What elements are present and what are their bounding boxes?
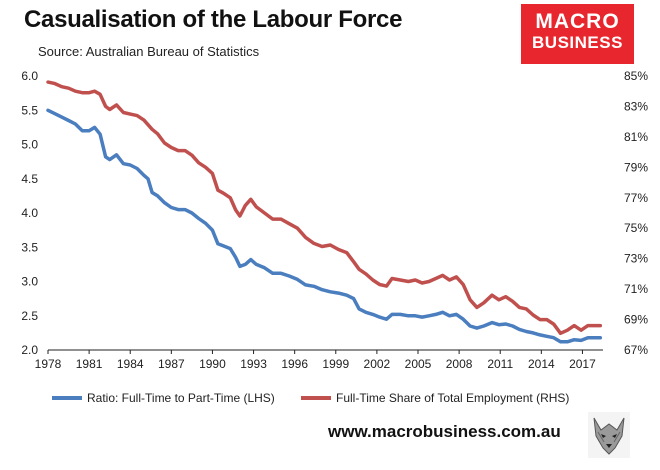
legend-label: Ratio: Full-Time to Part-Time (LHS) [87,391,275,405]
left-y-tick-label: 2.5 [21,309,38,323]
ratio-series-line [46,108,603,344]
right-y-tick-label: 75% [624,221,648,235]
x-tick-label: 2008 [446,357,473,371]
x-tick-label: 2014 [528,357,555,371]
logo-line-1: MACRO [535,10,620,33]
right-y-tick-label: 71% [624,282,648,296]
x-tick-label: 2017 [569,357,596,371]
chart-subtitle: Source: Australian Bureau of Statistics [38,44,260,59]
footer-url: www.macrobusiness.com.au [328,422,561,441]
wolf-logo-icon [588,412,630,458]
x-tick-label: 1981 [76,357,103,371]
right-y-tick-label: 69% [624,313,648,327]
left-y-tick-label: 4.5 [21,172,38,186]
right-y-tick-label: 83% [624,99,648,113]
macrobusiness-logo: MACRO BUSINESS [521,4,634,64]
left-y-tick-label: 5.5 [21,103,38,117]
chart-lines [46,80,603,344]
logo-line-2: BUSINESS [532,33,623,52]
right-y-tick-label: 85% [624,69,648,83]
x-tick-label: 1978 [35,357,62,371]
right-y-tick-label: 77% [624,191,648,205]
x-tick-label: 1993 [240,357,267,371]
x-tick-label: 2011 [487,357,513,371]
left-y-tick-label: 4.0 [21,206,38,220]
left-y-tick-label: 2.0 [21,343,38,357]
x-tick-label: 1996 [281,357,308,371]
right-y-tick-label: 67% [624,343,648,357]
left-y-tick-label: 3.0 [21,275,38,289]
right-y-tick-label: 81% [624,130,648,144]
x-tick-label: 1984 [117,357,144,371]
right-y-tick-label: 73% [624,252,648,266]
x-tick-label: 1999 [322,357,349,371]
left-y-tick-label: 3.5 [21,240,38,254]
left-y-tick-label: 5.0 [21,138,38,152]
legend-label: Full-Time Share of Total Employment (RHS… [336,391,569,405]
left-y-tick-label: 6.0 [21,69,38,83]
right-y-tick-label: 79% [624,160,648,174]
chart-legend: Ratio: Full-Time to Part-Time (LHS) Full-… [52,391,569,405]
x-tick-label: 1990 [199,357,226,371]
fulltime-share-series-line [46,80,603,336]
chart-title: Casualisation of the Labour Force [24,6,403,33]
x-tick-label: 2005 [405,357,432,371]
chart-axes: 1978 1981 1984 1987 1990 1993 1996 1999 2002 2005… [21,69,648,371]
x-tick-label: 1987 [158,357,185,371]
x-tick-label: 2002 [364,357,391,371]
